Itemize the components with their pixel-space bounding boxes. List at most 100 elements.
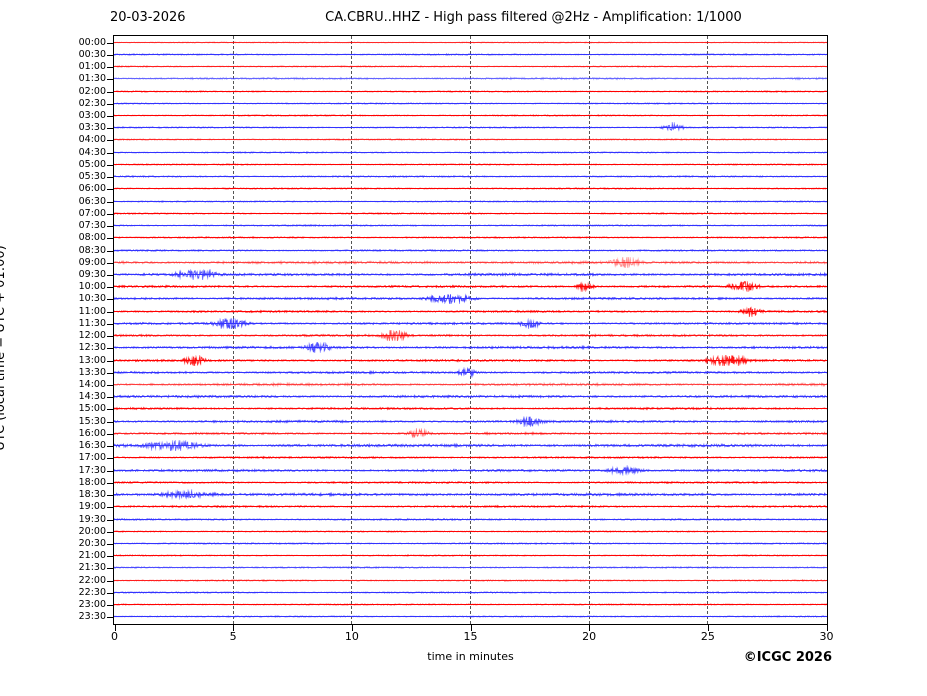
y-axis-tick-label: 08:30 <box>78 244 106 256</box>
y-axis-tick-label: 03:00 <box>78 109 106 121</box>
seismic-trace <box>114 244 827 256</box>
seismic-trace <box>114 391 827 403</box>
y-axis-tick-label: 05:00 <box>78 158 106 170</box>
seismic-trace <box>114 256 827 268</box>
seismic-trace <box>114 109 827 121</box>
y-axis-tick-label: 12:00 <box>78 330 106 342</box>
trace-row <box>114 122 827 134</box>
y-axis-tick-mark <box>107 495 113 497</box>
x-axis-tick-label: 15 <box>463 630 478 643</box>
x-axis-tick-mark <box>826 625 828 631</box>
y-axis-tick-label: 02:30 <box>78 97 106 109</box>
seismic-trace <box>114 489 827 501</box>
x-axis-tick-label: 25 <box>700 630 715 643</box>
trace-row <box>114 489 827 501</box>
trace-row <box>114 611 827 623</box>
y-axis-tick-mark <box>107 115 113 117</box>
y-axis-tick-label: 04:30 <box>78 146 106 158</box>
y-axis-tick-label: 18:30 <box>78 489 106 501</box>
y-axis-tick-label: 08:00 <box>78 232 106 244</box>
trace-row <box>114 342 827 354</box>
seismic-trace <box>114 330 827 342</box>
y-axis-tick-label: 13:30 <box>78 366 106 378</box>
y-axis-tick-label: 15:30 <box>78 415 106 427</box>
y-axis-tick-mark <box>107 79 113 81</box>
y-axis-tick-label: 10:30 <box>78 293 106 305</box>
seismic-trace <box>114 85 827 97</box>
trace-row <box>114 538 827 549</box>
seismic-trace <box>114 171 827 183</box>
y-axis-tick-label: 19:30 <box>78 513 106 525</box>
y-axis-tick-label: 23:00 <box>78 599 106 611</box>
y-axis-tick-label: 20:00 <box>78 525 106 537</box>
seismic-trace <box>114 317 827 329</box>
helicorder-plot <box>113 35 828 625</box>
seismic-trace <box>114 281 827 293</box>
x-axis-tick-label: 5 <box>229 630 237 643</box>
y-axis-tick-mark <box>107 617 113 619</box>
y-axis-tick-label: 16:30 <box>78 440 106 452</box>
seismic-trace <box>114 134 827 146</box>
seismic-trace <box>114 73 827 85</box>
gridline-vertical <box>351 36 353 624</box>
y-axis-tick-mark <box>107 372 113 374</box>
trace-row <box>114 244 827 256</box>
trace-row <box>114 281 827 293</box>
seismic-trace <box>114 293 827 305</box>
seismic-trace <box>114 354 827 366</box>
y-axis-tick-mark <box>107 397 113 399</box>
trace-row <box>114 171 827 183</box>
gridline-vertical <box>707 36 709 624</box>
y-axis-tick-label: 22:00 <box>78 574 106 586</box>
trace-row <box>114 232 827 244</box>
y-axis-tick-label: 07:00 <box>78 207 106 219</box>
trace-row <box>114 293 827 305</box>
y-axis-tick-mark <box>107 238 113 240</box>
y-axis-tick-mark <box>107 580 113 582</box>
y-axis-tick-mark <box>107 385 113 387</box>
x-axis-tick-mark <box>589 625 591 631</box>
trace-row <box>114 146 827 158</box>
y-axis-tick-mark <box>107 140 113 142</box>
trace-row <box>114 134 827 146</box>
y-axis-tick-mark <box>107 274 113 276</box>
seismic-trace <box>114 501 827 513</box>
y-axis-tick-label: 21:00 <box>78 550 106 562</box>
y-axis-tick-label: 14:00 <box>78 379 106 391</box>
seismic-trace <box>114 379 827 391</box>
trace-row <box>114 427 827 439</box>
x-axis-tick-label: 30 <box>819 630 834 643</box>
y-axis-tick-label: 07:30 <box>78 220 106 232</box>
trace-row <box>114 501 827 513</box>
trace-row <box>114 379 827 391</box>
y-axis-tick-label: 09:30 <box>78 268 106 280</box>
x-axis-tick-mark <box>470 625 472 631</box>
y-axis-tick-mark <box>107 433 113 435</box>
trace-row <box>114 415 827 427</box>
y-axis-tick-mark <box>107 152 113 154</box>
x-axis-tick-label: 10 <box>344 630 359 643</box>
seismic-trace <box>114 452 827 464</box>
trace-row <box>114 525 827 537</box>
x-axis-tick-mark <box>233 625 235 631</box>
y-axis-tick-mark <box>107 556 113 558</box>
y-axis-tick-label: 05:30 <box>78 171 106 183</box>
seismic-trace <box>114 195 827 207</box>
y-axis-tick-mark <box>107 544 113 545</box>
y-axis-tick-label: 20:30 <box>78 538 106 549</box>
y-axis-tick-mark <box>107 91 113 93</box>
y-axis-tick-label: 17:00 <box>78 452 106 464</box>
trace-row <box>114 513 827 525</box>
trace-row <box>114 550 827 562</box>
trace-row <box>114 440 827 452</box>
trace-row <box>114 452 827 464</box>
y-axis-tick-mark <box>107 482 113 484</box>
y-axis-tick-label: 14:30 <box>78 391 106 403</box>
gridline-vertical <box>588 36 590 624</box>
y-axis-tick-label: 06:30 <box>78 195 106 207</box>
trace-row <box>114 183 827 195</box>
y-axis-tick-mark <box>107 262 113 264</box>
y-axis-tick-mark <box>107 446 113 448</box>
trace-row <box>114 158 827 170</box>
seismic-trace <box>114 305 827 317</box>
